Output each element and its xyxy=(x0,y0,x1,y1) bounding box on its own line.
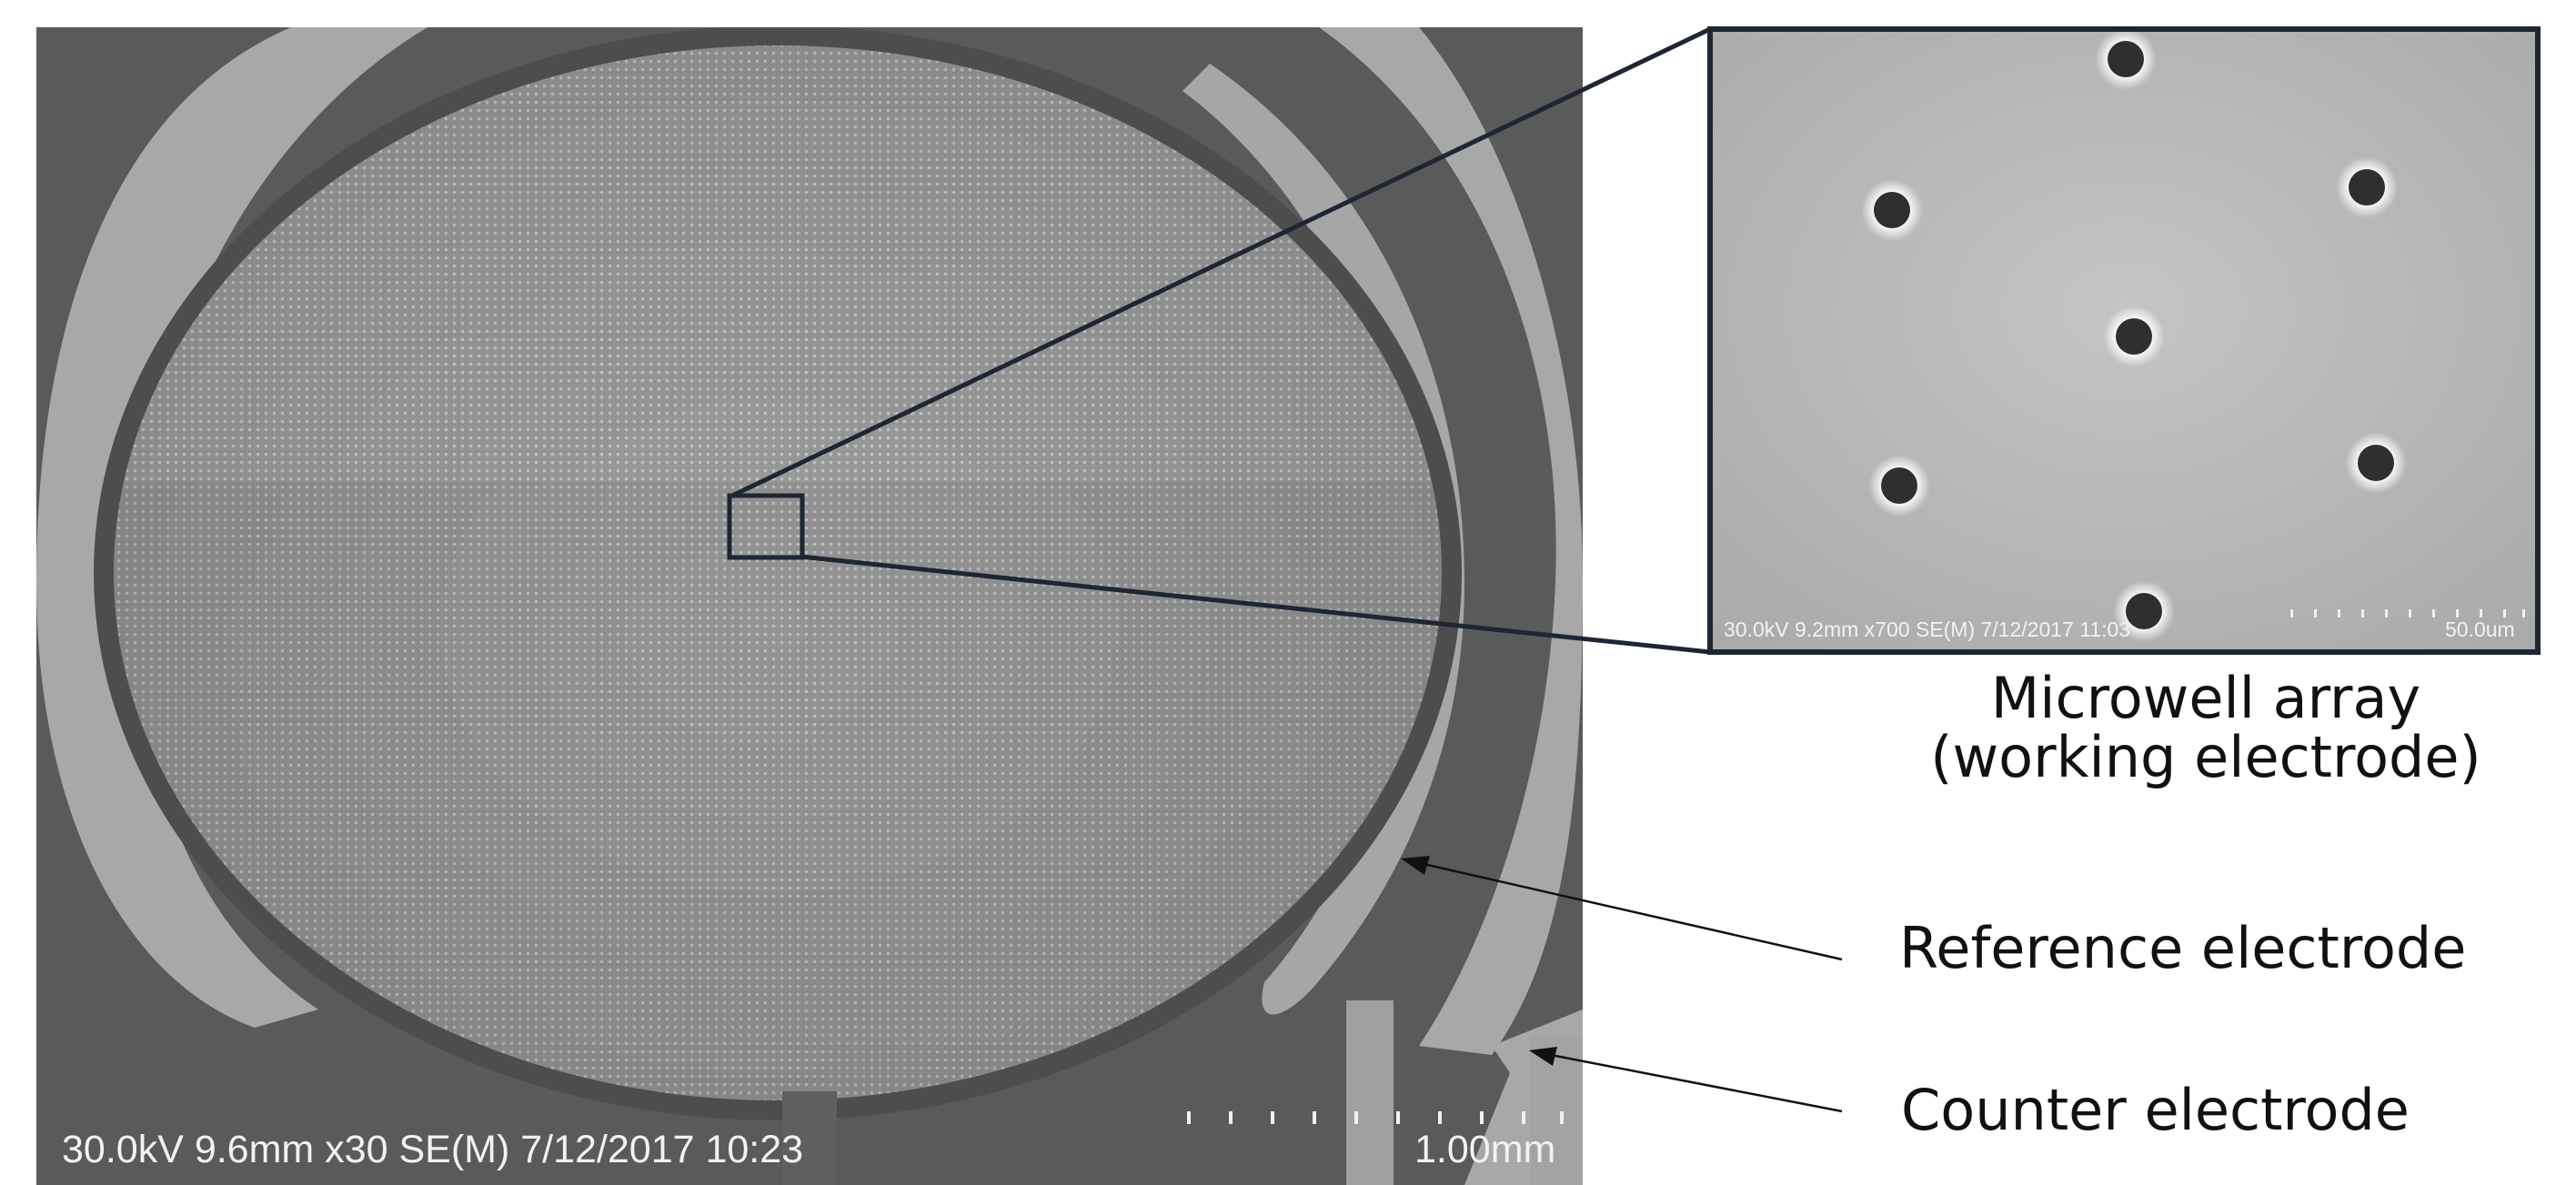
microwell-array-label: Microwell array (working electrode) xyxy=(1860,668,2551,787)
main-scale-label: 1.00mm xyxy=(1414,1128,1555,1171)
sem-micrograph-inset: 30.0kV 9.2mm x700 SE(M) 7/12/2017 11:03 … xyxy=(1710,28,2538,652)
main-sem-info-text: 30.0kV 9.6mm x30 SE(M) 7/12/2017 10:23 xyxy=(62,1128,803,1171)
inset-scale-label: 50.0um xyxy=(2445,618,2515,641)
microwell-label-line2: (working electrode) xyxy=(1860,728,2551,787)
microwell-label-line1: Microwell array xyxy=(1860,668,2551,728)
reference-electrode-trace xyxy=(1346,1000,1394,1185)
reference-electrode-label: Reference electrode xyxy=(1899,919,2466,978)
inset-sem-info-text: 30.0kV 9.2mm x700 SE(M) 7/12/2017 11:03 xyxy=(1724,618,2130,641)
counter-electrode-label: Counter electrode xyxy=(1901,1080,2410,1140)
